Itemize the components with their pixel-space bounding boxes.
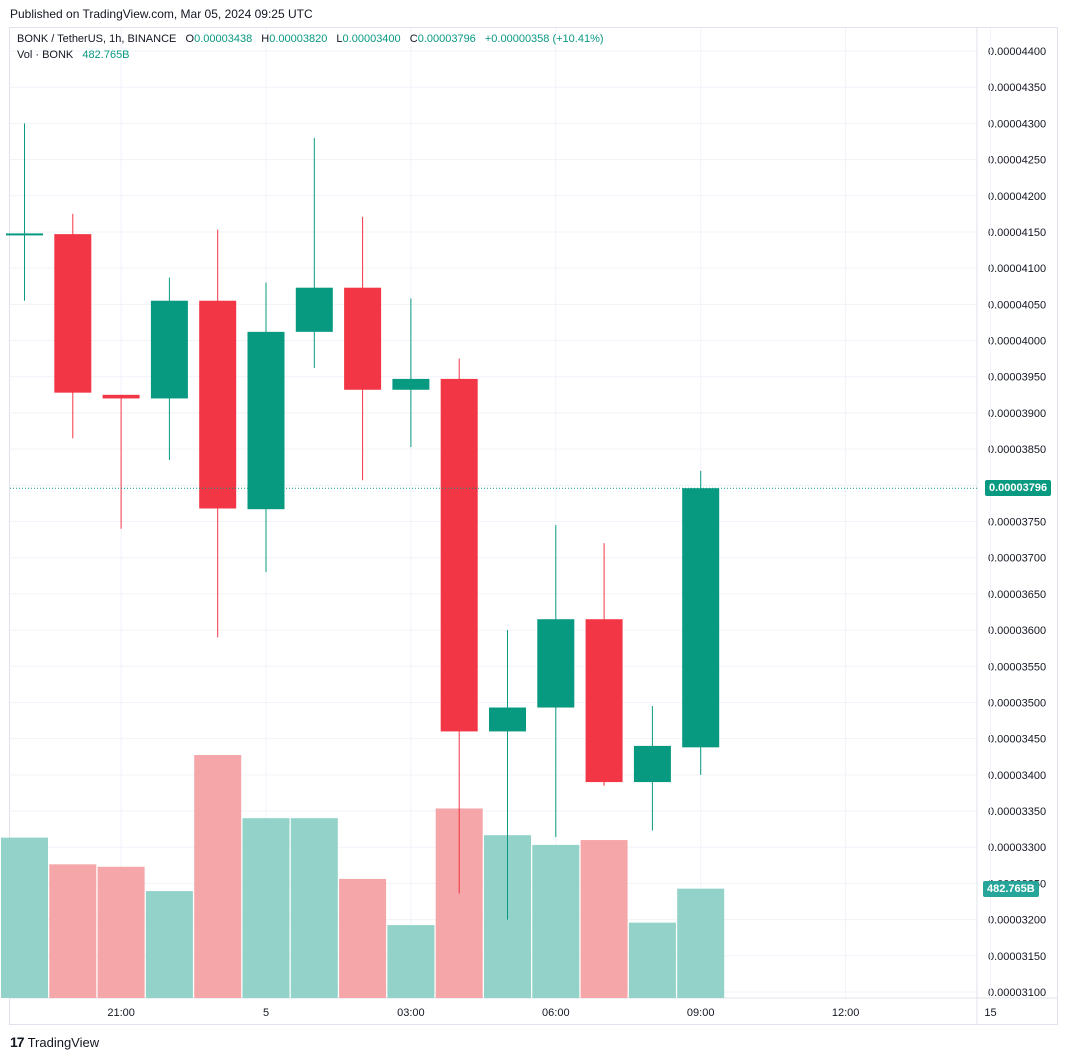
y-tick-label: 0.00004400 — [988, 46, 1046, 58]
y-tick-label: 0.00003400 — [988, 770, 1046, 782]
legend-symbol[interactable]: BONK / TetherUS, 1h, BINANCE — [17, 33, 177, 45]
volume-bar — [677, 888, 725, 998]
legend-close-label: C — [409, 33, 418, 45]
y-tick-label: 0.00003300 — [988, 842, 1046, 854]
tradingview-logo-icon[interactable]: 17 — [10, 1034, 25, 1050]
y-tick-label: 0.00003600 — [988, 625, 1046, 637]
candle-body — [102, 394, 140, 399]
last-price-badge: 0.00003796 — [985, 480, 1052, 497]
footer-brand[interactable]: TradingView — [27, 1034, 100, 1050]
x-tick-label: 12:00 — [832, 1007, 860, 1019]
volume-bar — [339, 878, 387, 998]
candle-body — [344, 287, 382, 390]
candle-body — [295, 287, 333, 332]
volume-bar — [49, 864, 97, 998]
candle-body — [6, 233, 43, 236]
candle-body — [585, 619, 623, 783]
volume-bar — [194, 755, 242, 998]
legend-volume: Vol · BONK 482.765B — [17, 49, 136, 61]
legend-open-label: O — [185, 33, 195, 45]
last-volume-badge: 482.765B — [983, 880, 1039, 897]
legend-low-label: L — [336, 33, 343, 45]
legend-volume-label[interactable]: Vol · BONK — [17, 49, 74, 61]
candle-body — [392, 378, 430, 390]
legend-volume-value: 482.765B — [82, 49, 130, 61]
y-tick-label: 0.00003200 — [988, 915, 1046, 927]
y-tick-label: 0.00003350 — [988, 806, 1046, 818]
y-tick-label: 0.00003500 — [988, 697, 1046, 709]
x-tick-label: 21:00 — [107, 1007, 135, 1019]
legend-change: +0.00000358 (+10.41%) — [484, 33, 604, 45]
x-tick-label: 5 — [263, 1007, 269, 1019]
x-tick-label: 09:00 — [687, 1007, 715, 1019]
y-tick-label: 0.00004250 — [988, 155, 1046, 167]
legend-main: BONK / TetherUS, 1h, BINANCE O0.00003438… — [17, 33, 610, 45]
candle-body — [54, 234, 92, 393]
volume-bar — [580, 840, 628, 998]
y-tick-label: 0.00004200 — [988, 191, 1046, 203]
published-caption: Published on TradingView.com, Mar 05, 20… — [10, 7, 313, 21]
y-tick-label: 0.00003950 — [988, 372, 1046, 384]
y-tick-label: 0.00003450 — [988, 734, 1046, 746]
y-tick-label: 0.00004150 — [988, 227, 1046, 239]
footer: 17 TradingView — [10, 1034, 99, 1050]
y-tick-label: 0.00003750 — [988, 517, 1046, 529]
y-tick-label: 0.00003650 — [988, 589, 1046, 601]
x-tick-label: 15 — [984, 1007, 996, 1019]
volume-bar — [145, 891, 193, 998]
volume-bar — [242, 818, 290, 998]
candle-body — [682, 488, 720, 748]
volume-bar — [97, 866, 145, 998]
candle-body — [633, 745, 671, 783]
volume-bar — [628, 922, 676, 998]
y-tick-label: 0.00003900 — [988, 408, 1046, 420]
legend-open: 0.00003438 — [194, 33, 253, 45]
candle-body — [247, 331, 285, 510]
candle-body — [440, 378, 478, 732]
x-tick-label: 06:00 — [542, 1007, 570, 1019]
y-tick-label: 0.00003100 — [988, 987, 1046, 999]
candle-body — [489, 707, 526, 732]
y-tick-label: 0.00003700 — [988, 553, 1046, 565]
x-tick-label: 03:00 — [397, 1007, 425, 1019]
legend-close: 0.00003796 — [417, 33, 476, 45]
candle-body — [199, 300, 237, 509]
legend-high-label: H — [261, 33, 270, 45]
y-tick-label: 0.00004100 — [988, 263, 1046, 275]
y-tick-label: 0.00004000 — [988, 336, 1046, 348]
volume-bar — [387, 925, 435, 998]
volume-bar — [290, 818, 338, 998]
y-tick-label: 0.00003150 — [988, 951, 1046, 963]
volume-bar — [1, 837, 48, 998]
y-tick-label: 0.00004350 — [988, 82, 1046, 94]
y-tick-label: 0.00003550 — [988, 661, 1046, 673]
legend-low: 0.00003400 — [342, 33, 401, 45]
candle-body — [537, 619, 575, 708]
y-tick-label: 0.00004300 — [988, 118, 1046, 130]
legend-high: 0.00003820 — [269, 33, 328, 45]
volume-bar — [532, 844, 580, 998]
y-tick-label: 0.00004050 — [988, 299, 1046, 311]
y-tick-label: 0.00003850 — [988, 444, 1046, 456]
candle-body — [150, 300, 188, 399]
